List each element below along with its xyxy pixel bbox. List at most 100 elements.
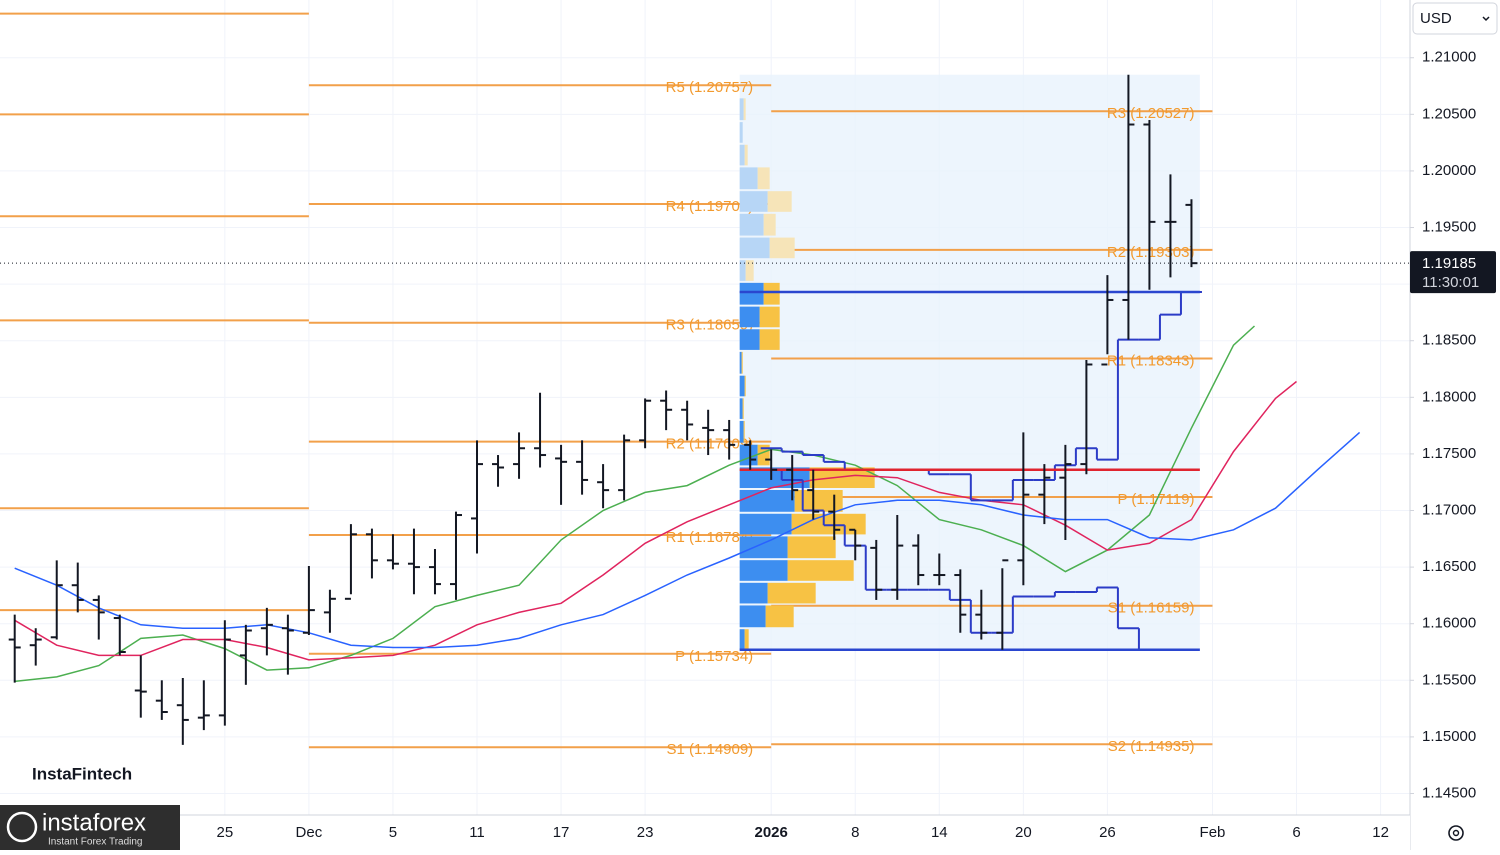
profile-up	[739, 513, 792, 535]
logo-box	[0, 805, 180, 850]
y-tick-label: 1.21000	[1422, 49, 1476, 66]
time-axis	[0, 815, 1410, 850]
profile-down	[759, 306, 780, 328]
x-tick-label: 11	[469, 824, 485, 841]
x-tick-label: 12	[1372, 824, 1389, 841]
pivot-label: R5 (1.20757)	[666, 79, 754, 96]
profile-down	[757, 167, 770, 190]
profile-up	[739, 191, 768, 212]
x-tick-label: Feb	[1200, 824, 1226, 841]
pivot-label: R3 (1.20527)	[1107, 105, 1195, 122]
volume-profile	[739, 98, 875, 650]
profile-down	[769, 237, 795, 259]
profile-down	[743, 420, 745, 443]
profile-up	[739, 420, 744, 443]
profile-down	[791, 513, 866, 535]
y-tick-label: 1.17000	[1422, 501, 1476, 518]
profile-down	[787, 536, 836, 559]
profile-down	[809, 467, 875, 488]
y-tick-label: 1.20500	[1422, 105, 1476, 122]
profile-up	[739, 560, 788, 581]
profile-up	[739, 144, 745, 166]
y-tick-label: 1.18500	[1422, 332, 1476, 349]
axis-labels: 1.14500 1.15000 1.15500 1.16000 1.16500 1.170…	[216, 49, 1476, 841]
pivot-label: R2 (1.19303)	[1107, 244, 1195, 261]
pivot-label: P (1.17119)	[1117, 491, 1194, 508]
x-tick-label: 14	[931, 824, 948, 841]
pivot-label: S1 (1.14909)	[666, 741, 753, 758]
y-tick-label: 1.16000	[1422, 615, 1476, 632]
price-axis	[1410, 0, 1500, 850]
x-tick-label: 20	[1015, 824, 1032, 841]
x-tick-label: 8	[851, 824, 859, 841]
profile-down	[787, 560, 854, 581]
settings-button[interactable]	[1448, 825, 1464, 841]
y-tick-label: 1.14500	[1422, 784, 1476, 801]
y-tick-label: 1.17500	[1422, 445, 1476, 462]
currency-label[interactable]: USD	[1420, 10, 1452, 27]
moving-average	[14, 380, 1297, 661]
x-tick-label: 26	[1099, 824, 1116, 841]
y-tick-label: 1.18000	[1422, 388, 1476, 405]
profile-up	[739, 375, 745, 397]
price-tag-value: 1.19185	[1422, 255, 1476, 272]
chevron[interactable]	[1482, 16, 1490, 22]
y-tick-label: 1.19500	[1422, 218, 1476, 235]
pivot-label: R4 (1.19708)	[666, 198, 754, 215]
watermark: InstaFintech	[32, 764, 132, 783]
profile-down	[742, 398, 744, 419]
profile-up	[739, 260, 746, 281]
moving-average	[14, 431, 1361, 649]
pivot-label: S1 (1.16159)	[1108, 600, 1195, 617]
price-tag-countdown: 11:30:01	[1422, 274, 1479, 291]
profile-up	[739, 122, 743, 143]
x-tick-label: 25	[216, 824, 233, 841]
x-tick-label: 5	[389, 824, 397, 841]
pivot-label: P (1.15734)	[675, 648, 753, 665]
settings-icon[interactable]	[1448, 825, 1464, 841]
profile-levels	[739, 290, 1200, 651]
logo-icon	[6, 811, 38, 843]
logo-tagline: Instant Forex Trading	[48, 837, 143, 848]
profile-down	[745, 260, 754, 281]
y-tick-label: 1.20000	[1422, 162, 1476, 179]
profile-up	[739, 98, 744, 121]
y-tick-label: 1.15000	[1422, 728, 1476, 745]
profile-down	[767, 582, 816, 604]
price-tag-box	[1410, 251, 1496, 294]
profile-down	[794, 490, 843, 512]
profile-down	[763, 213, 776, 236]
ohlc-bars	[8, 74, 1198, 745]
profile-up	[739, 351, 742, 374]
profile-up	[739, 329, 760, 350]
profile-down	[744, 375, 746, 397]
profile-down	[767, 191, 792, 212]
profile-down	[765, 605, 794, 628]
profile-up	[739, 237, 770, 259]
profile-up	[739, 605, 766, 628]
x-tick-label: Dec	[296, 824, 323, 841]
y-tick-label: 1.16500	[1422, 558, 1476, 575]
x-tick-label: 6	[1292, 824, 1300, 841]
x-tick-label: 17	[553, 824, 570, 841]
y-tick-label: 1.15500	[1422, 671, 1476, 688]
pivot-label: S2 (1.14935)	[1108, 738, 1195, 755]
profile-up	[739, 213, 764, 236]
settings-icon-center[interactable]	[1452, 829, 1460, 837]
profile-down	[744, 144, 748, 166]
price-tag: 1.19185 11:30:01	[1410, 251, 1496, 294]
profile-up	[739, 629, 745, 650]
profile-down	[763, 282, 780, 305]
currency-select[interactable]: USD	[1412, 2, 1498, 35]
pivot-label: R1 (1.18343)	[1107, 352, 1195, 369]
currency-box[interactable]	[1412, 2, 1498, 35]
logo-text: instaforex	[42, 809, 146, 836]
profile-down	[743, 98, 746, 121]
profile-down	[744, 629, 749, 650]
profile-down	[741, 351, 743, 374]
x-tick-label: 23	[637, 824, 654, 841]
profile-up	[739, 167, 758, 190]
profile-up	[739, 582, 768, 604]
